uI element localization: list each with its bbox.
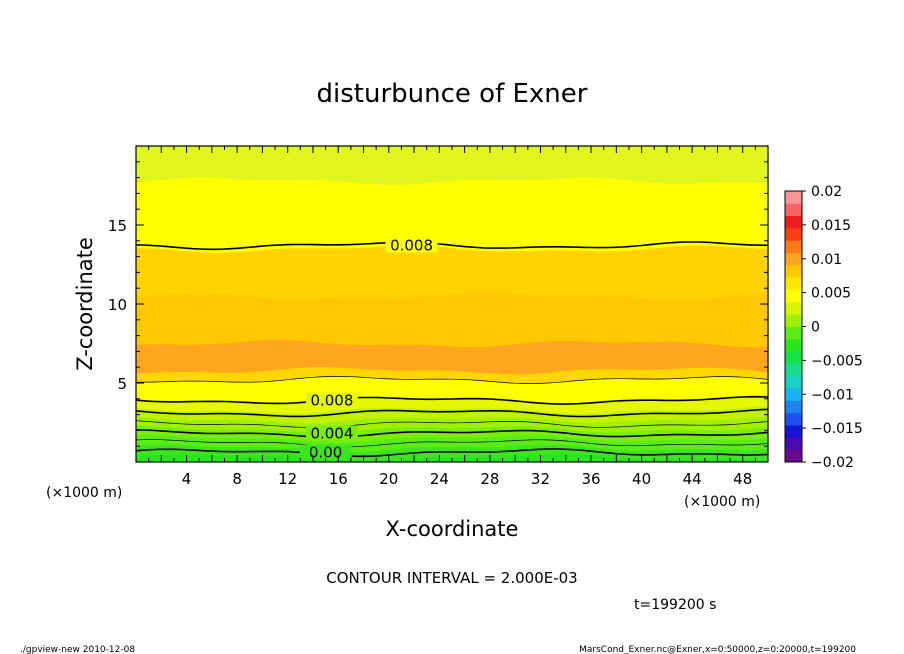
contour-lines — [135, 241, 769, 458]
x-tick-label-8: 8 — [232, 470, 242, 488]
x-tick-label-20: 20 — [379, 470, 398, 488]
contour-line-4 — [135, 408, 769, 418]
colorbar-swatch-21 — [785, 191, 802, 204]
contour-line-7 — [135, 241, 769, 251]
colorbar-tick-label-3: 0.005 — [811, 286, 851, 302]
contour-label-bg-0 — [385, 237, 438, 253]
band-13 — [135, 145, 769, 185]
colorbar-swatch-16 — [785, 252, 802, 266]
contour-line-0 — [135, 448, 769, 458]
colorbar-swatch-10 — [785, 326, 802, 340]
x-tick-label-40: 40 — [632, 470, 651, 488]
x-tick-label-16: 16 — [329, 470, 348, 488]
y-tick-label-15: 15 — [108, 217, 127, 235]
y-axis-label: Z-coordinate — [73, 237, 97, 371]
x-tick-label-32: 32 — [531, 470, 550, 488]
colorbar-swatch-7 — [785, 363, 802, 377]
band-11 — [135, 244, 769, 301]
band-12 — [135, 176, 769, 253]
colorbar-tick-label-7: −0.015 — [811, 421, 863, 437]
footer-right: MarsCond_Exner.nc@Exner,x=0:50000,z=0:20… — [579, 645, 856, 654]
contour-interval-text: CONTOUR INTERVAL = 2.000E-03 — [326, 569, 577, 587]
colorbar-swatch-1 — [785, 437, 802, 451]
colorbar-ticks: 0.02 0.015 0.01 0.005 0 −0.005 −0.01 −0.015 −0.0… — [802, 184, 863, 471]
x-tick-label-36: 36 — [581, 470, 600, 488]
x-axis-ticks: 4 8 12 16 20 24 28 32 36 40 44 48 — [148, 146, 756, 488]
colorbar-swatch-15 — [785, 264, 802, 278]
colorbar-swatch-3 — [785, 412, 802, 426]
colorbar-tick-label-4: 0 — [811, 320, 820, 336]
chart-title: disturbunce of Exner — [317, 79, 588, 109]
contour-line-5 — [135, 395, 769, 405]
contour-label-1: 0.008 — [310, 391, 353, 409]
contour-label-bg-2 — [305, 425, 358, 441]
y-axis-ticks: 5 10 15 — [108, 161, 768, 447]
contour-line-3 — [135, 420, 769, 429]
colorbar-swatch-9 — [785, 338, 802, 352]
colorbar-swatch-17 — [785, 240, 802, 253]
colorbar-swatch-11 — [785, 314, 802, 327]
contour-line-6 — [136, 376, 769, 384]
colorbar-swatch-13 — [785, 289, 802, 303]
colorbar-swatch-5 — [785, 388, 802, 401]
colorbar-tick-label-6: −0.01 — [811, 387, 854, 403]
contour-label-2: 0.004 — [310, 425, 353, 443]
colorbar-tick-label-0: 0.02 — [811, 184, 842, 200]
colorbar-swatch-4 — [785, 400, 802, 414]
x-tick-label-48: 48 — [733, 470, 752, 488]
colorbar-swatch-20 — [785, 203, 802, 217]
footer-left: ./gpview-new 2010-12-08 — [20, 645, 135, 654]
x-tick-label-4: 4 — [182, 470, 192, 488]
contour-label-3: 0.00 — [309, 444, 342, 462]
colorbar-swatch-6 — [785, 375, 802, 389]
band-10 — [135, 292, 769, 348]
colorbar-swatch-2 — [785, 425, 802, 438]
colorbar-swatch-0 — [785, 449, 802, 463]
colorbar-tick-label-1: 0.015 — [811, 218, 851, 234]
colorbar-swatch-12 — [785, 301, 802, 315]
colorbar — [785, 191, 802, 463]
y-tick-label-10: 10 — [108, 296, 127, 314]
x-tick-label-12: 12 — [278, 470, 297, 488]
x-axis-label: X-coordinate — [386, 517, 519, 541]
exner-field — [135, 145, 769, 463]
contour-label-bg-1 — [305, 392, 358, 408]
x-tick-label-24: 24 — [430, 470, 449, 488]
colorbar-swatch-19 — [785, 215, 802, 229]
y-tick-label-5: 5 — [117, 375, 127, 393]
y-axis-unit: (×1000 m) — [46, 485, 122, 501]
contour-line-2 — [135, 429, 769, 439]
contour-label-0: 0.008 — [390, 237, 433, 255]
x-tick-label-44: 44 — [683, 470, 702, 488]
x-tick-label-28: 28 — [480, 470, 499, 488]
colorbar-swatch-14 — [785, 277, 802, 290]
colorbar-swatch-18 — [785, 227, 802, 241]
colorbar-tick-label-8: −0.02 — [811, 455, 854, 471]
x-axis-unit: (×1000 m) — [684, 494, 760, 510]
colorbar-swatch-8 — [785, 351, 802, 364]
contour-line-1 — [135, 439, 769, 448]
time-text: t=199200 s — [634, 597, 716, 613]
colorbar-tick-label-5: −0.005 — [811, 353, 863, 369]
colorbar-tick-label-2: 0.01 — [811, 252, 842, 268]
